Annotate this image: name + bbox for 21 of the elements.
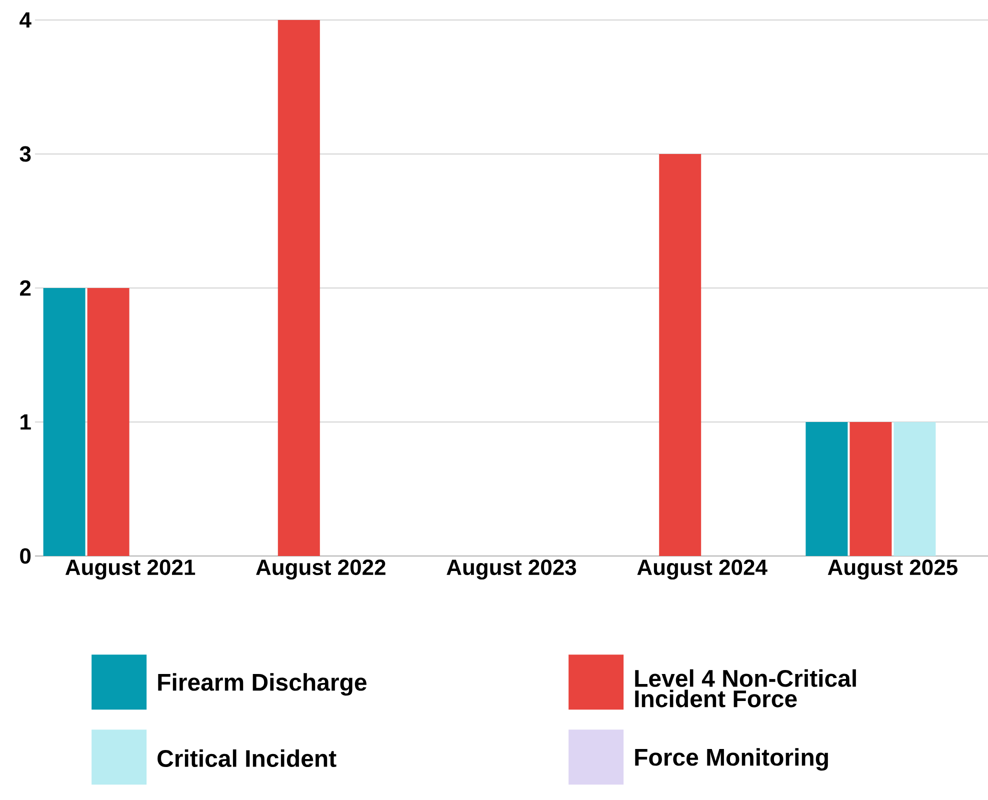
bar <box>87 288 130 556</box>
y-tick-label: 3 <box>20 146 31 162</box>
bar <box>278 20 320 556</box>
legend-label: Force Monitoring <box>635 748 828 771</box>
y-tick-label: 4 <box>20 12 32 28</box>
x-tick-label: August 2022 <box>256 560 386 580</box>
bar <box>659 154 702 556</box>
bar <box>894 422 936 556</box>
x-tick-label: August 2023 <box>446 560 576 580</box>
legend-label: Firearm Discharge <box>158 673 366 696</box>
legend-label: Critical Incident <box>158 749 336 768</box>
y-tick-label: 1 <box>20 414 31 430</box>
bar <box>806 422 848 556</box>
bar <box>43 288 86 556</box>
x-tick-label: August 2021 <box>65 560 196 580</box>
bar <box>850 422 892 556</box>
x-tick-label: August 2025 <box>828 560 958 580</box>
x-tick-label: August 2024 <box>637 560 768 580</box>
y-tick-label: 0 <box>20 548 31 564</box>
legend-label: Level 4 Non-Critical Incident Force <box>635 669 856 708</box>
y-tick-label: 2 <box>20 280 31 296</box>
